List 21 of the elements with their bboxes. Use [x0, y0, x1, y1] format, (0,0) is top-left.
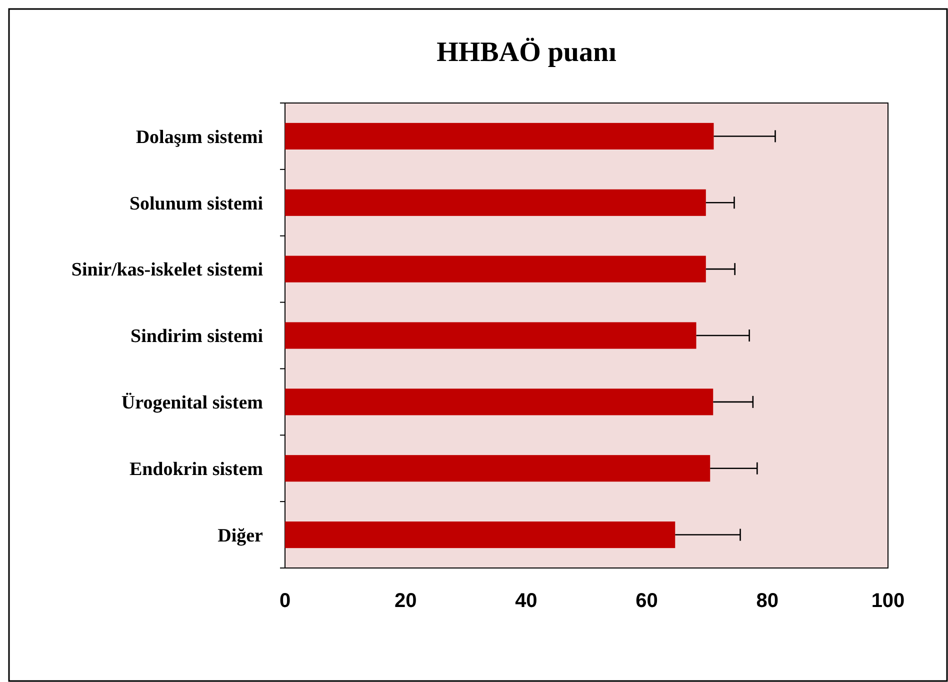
bar: [285, 455, 710, 482]
bar: [285, 122, 714, 150]
y-tick-label: Dolaşım sistemi: [136, 126, 263, 148]
bar: [285, 388, 714, 416]
y-tick-label: Sinir/kas-iskelet sistemi: [71, 260, 263, 281]
x-tick-label: 60: [636, 590, 658, 612]
y-tick-label: Diğer: [218, 525, 264, 546]
y-tick-label: Sindirim sistemi: [130, 326, 263, 348]
y-tick-label: Solunum sistemi: [129, 193, 263, 214]
x-tick-label: 20: [394, 590, 417, 612]
x-tick-label: 40: [515, 590, 538, 612]
x-tick-label: 0: [279, 590, 291, 612]
bar: [285, 522, 676, 548]
x-tick-label: 80: [756, 590, 779, 612]
y-tick-label: Endokrin sistem: [129, 459, 264, 480]
bar: [285, 322, 696, 349]
bar: [285, 256, 706, 282]
chart-title: HHBAÖ puanı: [436, 37, 617, 68]
y-tick-label: Ürogenital sistem: [121, 392, 264, 414]
x-tick-label: 100: [871, 590, 905, 612]
bar: [285, 189, 706, 216]
